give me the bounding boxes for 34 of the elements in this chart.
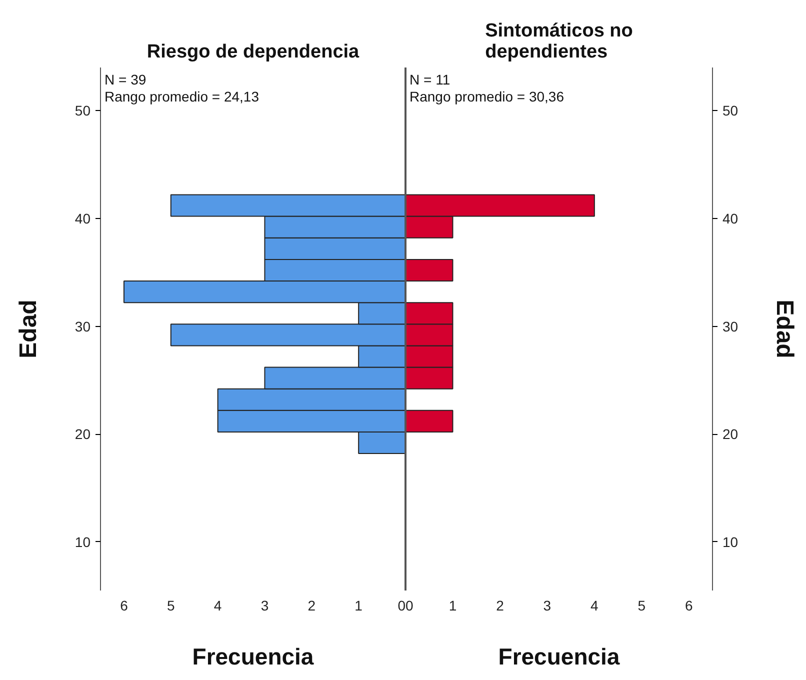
x-tick-label: 5: [166, 598, 175, 614]
y-tick-label: 10: [74, 534, 91, 550]
y-tick-label: 10: [722, 534, 738, 550]
x-tick-label: 0: [406, 598, 414, 614]
annotation: Rango promedio = 30,36: [410, 88, 564, 104]
x-axis-title: Frecuencia: [192, 644, 314, 670]
y-axis-title: Edad: [14, 300, 42, 358]
chart-title: Sintomáticos no dependientes: [485, 20, 633, 62]
y-tick-label: 20: [74, 426, 91, 442]
x-tick-label: 4: [214, 598, 222, 614]
y-tick-label: 50: [722, 102, 738, 119]
annotation: N = 11: [410, 72, 450, 88]
x-tick-label: 1: [448, 598, 457, 614]
x-tick-label: 6: [120, 598, 128, 614]
y-tick-label: 40: [74, 210, 91, 226]
x-tick-label: 3: [260, 598, 269, 614]
x-axis-title: Frecuencia: [498, 644, 620, 670]
x-tick-label: 6: [684, 598, 693, 614]
annotation: N = 39: [104, 72, 146, 88]
x-tick-label: 4: [590, 598, 599, 614]
x-tick-label: 3: [543, 598, 552, 614]
y-tick-label: 20: [722, 426, 738, 442]
y-tick-label: 30: [722, 318, 738, 334]
x-tick-label: 2: [308, 598, 316, 614]
y-tick-label: 30: [74, 318, 91, 334]
y-axis-title: Edad: [771, 300, 798, 358]
x-tick-label: 5: [638, 598, 646, 614]
y-tick-label: 40: [722, 210, 738, 226]
x-tick-label: 0: [398, 598, 406, 614]
x-tick-label: 2: [496, 598, 504, 614]
chart-title: Riesgo de dependencia: [146, 42, 360, 62]
y-tick-label: 50: [74, 102, 91, 119]
annotation: Rango promedio = 24,13: [104, 88, 260, 104]
x-tick-label: 1: [354, 598, 363, 614]
